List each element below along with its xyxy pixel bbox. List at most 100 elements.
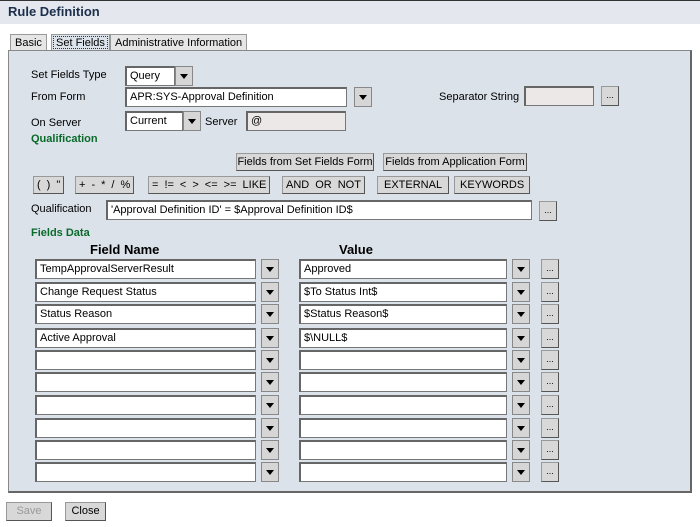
field-name-input[interactable]	[35, 350, 256, 370]
chevron-down-icon[interactable]	[261, 328, 279, 348]
value-ellipsis-button[interactable]: ...	[541, 440, 559, 460]
fields-from-set-fields-form-button[interactable]: Fields from Set Fields Form	[236, 153, 374, 171]
value-ellipsis-button[interactable]: ...	[541, 328, 559, 348]
field-name-input[interactable]: Active Approval	[35, 328, 256, 348]
chevron-down-icon[interactable]	[261, 462, 279, 482]
operator-button[interactable]: !=	[164, 179, 174, 191]
field-name-input[interactable]: TempApprovalServerResult	[35, 259, 256, 279]
operator-button[interactable]: LIKE	[242, 179, 267, 191]
operator-group-arithmetic: + - * /%	[75, 176, 135, 194]
qualification-heading: Qualification	[31, 133, 98, 145]
value-input[interactable]: Approved	[299, 259, 507, 279]
close-button[interactable]: Close	[65, 502, 106, 521]
operator-group-logical: AND OR NOT	[282, 176, 365, 194]
field-name-input[interactable]: Status Reason	[35, 304, 256, 324]
operator-button[interactable]: *	[101, 179, 106, 191]
external-button[interactable]: EXTERNAL	[384, 179, 443, 191]
qualification-label: Qualification	[31, 203, 92, 215]
chevron-down-icon[interactable]	[512, 462, 530, 482]
operator-button[interactable]: +	[79, 179, 86, 191]
operator-button[interactable]: OR	[315, 179, 332, 191]
value-input[interactable]	[299, 350, 507, 370]
title-bar	[0, 0, 700, 24]
set-fields-type-label: Set Fields Type	[31, 69, 107, 81]
operator-button[interactable]: -	[91, 179, 96, 191]
operator-button[interactable]: )	[46, 179, 51, 191]
value-input[interactable]	[299, 372, 507, 392]
operator-button[interactable]: (	[37, 179, 41, 191]
value-input[interactable]: $To Status Int$	[299, 282, 507, 302]
chevron-down-icon[interactable]	[512, 350, 530, 370]
value-column-header: Value	[339, 242, 373, 257]
chevron-down-icon[interactable]	[354, 87, 372, 107]
field-name-column-header: Field Name	[90, 242, 160, 257]
value-input[interactable]	[299, 440, 507, 460]
operator-group-comparison: = != < > <= >= LIKE	[148, 176, 271, 194]
operator-button[interactable]: NOT	[337, 179, 361, 191]
chevron-down-icon[interactable]	[512, 418, 530, 438]
chevron-down-icon[interactable]	[261, 440, 279, 460]
chevron-down-icon[interactable]	[175, 66, 193, 86]
chevron-down-icon[interactable]	[261, 304, 279, 324]
field-name-input[interactable]	[35, 418, 256, 438]
chevron-down-icon[interactable]	[261, 418, 279, 438]
fields-from-application-form-button[interactable]: Fields from Application Form	[383, 153, 527, 171]
separator-string-label: Separator String	[439, 91, 520, 103]
server-input[interactable]: @	[246, 111, 346, 131]
set-fields-type-select[interactable]: Query	[125, 66, 175, 86]
tab-set-fields[interactable]: Set Fields	[51, 34, 110, 51]
page-title: Rule Definition	[8, 4, 100, 19]
operator-button[interactable]: /	[111, 179, 115, 191]
chevron-down-icon[interactable]	[512, 259, 530, 279]
chevron-down-icon[interactable]	[512, 282, 530, 302]
operator-button[interactable]: "	[56, 179, 61, 191]
value-ellipsis-button[interactable]: ...	[541, 259, 559, 279]
chevron-down-icon[interactable]	[261, 282, 279, 302]
value-input[interactable]: $Status Reason$	[299, 304, 507, 324]
chevron-down-icon[interactable]	[261, 350, 279, 370]
qualification-ellipsis-button[interactable]: ...	[539, 201, 557, 221]
field-name-input[interactable]	[35, 462, 256, 482]
value-ellipsis-button[interactable]: ...	[541, 395, 559, 415]
chevron-down-icon[interactable]	[261, 395, 279, 415]
operator-button[interactable]: =	[152, 179, 159, 191]
operator-button[interactable]: %	[120, 179, 131, 191]
keywords-button[interactable]: KEYWORDS	[460, 179, 525, 191]
save-button[interactable]: Save	[6, 502, 52, 521]
operator-button[interactable]: <	[179, 179, 187, 191]
separator-string-input[interactable]	[524, 86, 594, 106]
chevron-down-icon[interactable]	[183, 111, 201, 131]
operator-button[interactable]: AND	[286, 179, 310, 191]
from-form-input[interactable]: APR:SYS-Approval Definition	[125, 87, 347, 107]
value-ellipsis-button[interactable]: ...	[541, 462, 559, 482]
tab-basic[interactable]: Basic	[10, 34, 47, 51]
value-input[interactable]: $\NULL$	[299, 328, 507, 348]
value-input[interactable]	[299, 418, 507, 438]
chevron-down-icon[interactable]	[512, 440, 530, 460]
value-ellipsis-button[interactable]: ...	[541, 372, 559, 392]
chevron-down-icon[interactable]	[261, 259, 279, 279]
value-ellipsis-button[interactable]: ...	[541, 282, 559, 302]
field-name-input[interactable]	[35, 440, 256, 460]
chevron-down-icon[interactable]	[512, 395, 530, 415]
value-input[interactable]	[299, 462, 507, 482]
operator-button[interactable]: >=	[223, 179, 237, 191]
separator-ellipsis-button[interactable]: ...	[601, 86, 619, 106]
on-server-select[interactable]: Current	[125, 111, 183, 131]
chevron-down-icon[interactable]	[512, 372, 530, 392]
value-ellipsis-button[interactable]: ...	[541, 304, 559, 324]
chevron-down-icon[interactable]	[512, 304, 530, 324]
field-name-input[interactable]	[35, 372, 256, 392]
value-input[interactable]	[299, 395, 507, 415]
value-ellipsis-button[interactable]: ...	[541, 350, 559, 370]
qualification-input[interactable]: 'Approval Definition ID' = $Approval Def…	[106, 200, 532, 220]
value-ellipsis-button[interactable]: ...	[541, 418, 559, 438]
tab-administrative-information[interactable]: Administrative Information	[110, 34, 248, 51]
chevron-down-icon[interactable]	[261, 372, 279, 392]
on-server-label: On Server	[31, 117, 82, 129]
operator-button[interactable]: <=	[204, 179, 218, 191]
chevron-down-icon[interactable]	[512, 328, 530, 348]
field-name-input[interactable]: Change Request Status	[35, 282, 256, 302]
operator-button[interactable]: >	[192, 179, 199, 191]
field-name-input[interactable]	[35, 395, 256, 415]
